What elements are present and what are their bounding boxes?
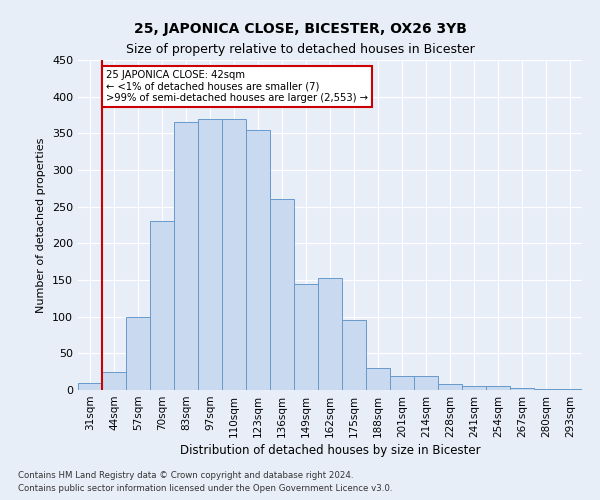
Bar bbox=[294, 284, 318, 390]
Bar bbox=[438, 384, 462, 390]
Bar bbox=[198, 118, 222, 390]
Bar bbox=[390, 376, 414, 390]
Bar bbox=[126, 316, 150, 390]
Bar bbox=[150, 222, 174, 390]
Text: 25, JAPONICA CLOSE, BICESTER, OX26 3YB: 25, JAPONICA CLOSE, BICESTER, OX26 3YB bbox=[134, 22, 466, 36]
Bar bbox=[222, 118, 246, 390]
X-axis label: Distribution of detached houses by size in Bicester: Distribution of detached houses by size … bbox=[179, 444, 481, 457]
Bar bbox=[174, 122, 198, 390]
Y-axis label: Number of detached properties: Number of detached properties bbox=[37, 138, 46, 312]
Bar bbox=[534, 388, 558, 390]
Bar bbox=[462, 386, 486, 390]
Text: Size of property relative to detached houses in Bicester: Size of property relative to detached ho… bbox=[125, 42, 475, 56]
Bar bbox=[246, 130, 270, 390]
Text: 25 JAPONICA CLOSE: 42sqm
← <1% of detached houses are smaller (7)
>99% of semi-d: 25 JAPONICA CLOSE: 42sqm ← <1% of detach… bbox=[106, 70, 368, 102]
Bar bbox=[318, 278, 342, 390]
Bar bbox=[414, 376, 438, 390]
Text: Contains HM Land Registry data © Crown copyright and database right 2024.: Contains HM Land Registry data © Crown c… bbox=[18, 470, 353, 480]
Bar bbox=[510, 388, 534, 390]
Text: Contains public sector information licensed under the Open Government Licence v3: Contains public sector information licen… bbox=[18, 484, 392, 493]
Bar bbox=[486, 386, 510, 390]
Bar bbox=[78, 382, 102, 390]
Bar bbox=[342, 320, 366, 390]
Bar bbox=[270, 200, 294, 390]
Bar bbox=[102, 372, 126, 390]
Bar bbox=[558, 388, 582, 390]
Bar bbox=[366, 368, 390, 390]
